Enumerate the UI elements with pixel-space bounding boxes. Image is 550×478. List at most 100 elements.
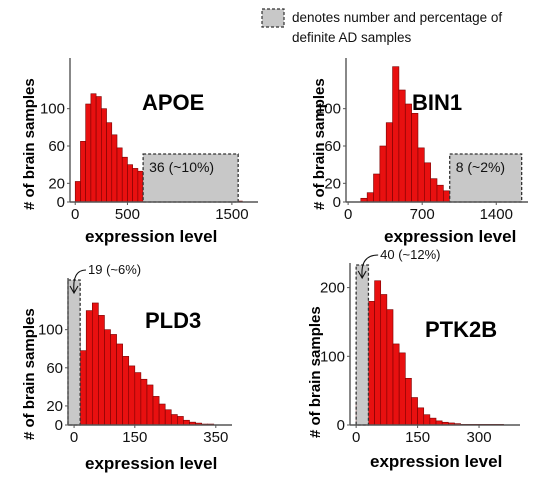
pld3-x-tick-label: 0 [70, 429, 78, 446]
ptk2b-y-tick-label: 100 [320, 348, 345, 365]
apoe-bar [137, 170, 144, 203]
apoe-bar [111, 134, 118, 203]
ptk2b-annotation-label: 40 (~12%) [380, 247, 440, 262]
pld3-bar [128, 365, 136, 426]
pld3-bar [104, 329, 111, 426]
bin1-x-tick-label: 0 [344, 206, 352, 223]
ptk2b-bar [386, 309, 394, 426]
bin1-ylabel: # of brain samples [311, 78, 328, 210]
apoe-x-tick-label: 0 [71, 206, 79, 223]
apoe-x-tick-label: 500 [115, 206, 140, 223]
ptk2b-bars [355, 280, 504, 426]
bin1-xlabel: expression level [384, 227, 516, 246]
bin1-x-tick-label: 700 [410, 206, 435, 223]
ptk2b-annotation-arrowhead [357, 270, 367, 280]
bin1-annotation-box [449, 153, 523, 203]
pld3-x-tick-label: 350 [203, 429, 228, 446]
legend-line-1: denotes number and percentage of [292, 10, 502, 25]
bin1-annotation: 8 (~2%) [449, 153, 523, 203]
legend: denotes number and percentage of definit… [261, 8, 502, 45]
pld3-axes: 0 20 60 100 0 150 350 [38, 278, 232, 446]
pld3-annotation-arrow [73, 269, 87, 293]
pld3-title: PLD3 [145, 308, 201, 333]
apoe-ylabel: # of brain samples [21, 78, 38, 210]
bin1-bar [430, 178, 438, 203]
bin1-bar [392, 66, 400, 203]
pld3-y-tick-label: 20 [46, 398, 63, 415]
pld3-y-tick-label: 0 [55, 417, 63, 434]
bin1-bar [385, 122, 393, 203]
pld3-bar [122, 356, 130, 426]
pld3-bar [152, 396, 160, 426]
apoe-bar [127, 164, 133, 203]
bin1-y-tick-label: 20 [324, 175, 341, 192]
pld3-annotation: 19 (~6%) [67, 262, 141, 426]
bin1-bar [404, 103, 412, 203]
bin1-bar [436, 184, 444, 203]
pld3-bar [134, 372, 142, 426]
bin1-bar [424, 162, 431, 203]
ptk2b-y-tick-label: 0 [337, 417, 345, 434]
pld3-bar [116, 343, 123, 426]
ptk2b-ylabel: # of brain samples [307, 306, 324, 438]
apoe-axes: 0 20 60 100 0 500 1500 [40, 58, 258, 223]
legend-line-2: definite AD samples [292, 30, 412, 45]
ptk2b-y-tick-label: 200 [320, 280, 345, 297]
bin1-bar [443, 190, 450, 203]
apoe-x-tick-label: 1500 [215, 206, 248, 223]
apoe-y-tick-label: 20 [48, 175, 65, 192]
bin1-y-tick-label: 100 [316, 101, 341, 118]
panel-ptk2b: 40 (~12%) 0 100 200 0 150 300 PTK2B expressio… [307, 247, 520, 471]
bin1-y-tick-label: 60 [324, 138, 341, 155]
pld3-x-tick-label: 150 [122, 429, 147, 446]
apoe-annotation-box [142, 153, 239, 203]
apoe-bar [85, 103, 92, 203]
pld3-bar [140, 378, 148, 426]
ptk2b-bar [429, 417, 437, 426]
pld3-bar [110, 334, 117, 426]
ptk2b-x-tick-label: 150 [405, 429, 430, 446]
pld3-annotation-label: 19 (~6%) [88, 262, 141, 277]
pld3-annotation-arrowhead [69, 285, 79, 295]
ptk2b-bar [398, 352, 406, 426]
pld3-xlabel: expression level [85, 454, 217, 473]
apoe-bar [80, 141, 86, 203]
apoe-annotation: 36 (~10%) [142, 153, 239, 203]
pld3-bar [170, 414, 178, 426]
bin1-y-tick-label: 0 [333, 194, 341, 211]
ptk2b-annotation: 40 (~12%) [355, 247, 440, 426]
ptk2b-annotation-arrow [361, 254, 379, 278]
apoe-annotation-label: 36 (~10%) [149, 159, 214, 175]
bin1-x-tick-label: 1400 [480, 206, 513, 223]
apoe-bar [90, 93, 97, 203]
ptk2b-axes: 0 100 200 0 150 300 [320, 263, 520, 446]
apoe-y-tick-label: 100 [40, 101, 65, 118]
panel-apoe: 36 (~10%) 0 20 60 100 0 500 1500 APOE expressi… [21, 58, 258, 246]
apoe-bar [101, 108, 107, 203]
pld3-bar [158, 403, 166, 426]
bin1-bar [366, 192, 374, 203]
apoe-bar [106, 122, 113, 203]
ptk2b-bar [374, 280, 382, 426]
ptk2b-title: PTK2B [425, 317, 497, 342]
apoe-y-tick-label: 0 [57, 194, 65, 211]
ptk2b-bar [405, 377, 412, 426]
apoe-bar [121, 156, 128, 203]
bin1-bar [417, 147, 425, 203]
ptk2b-bar [417, 407, 425, 426]
pld3-bar [79, 350, 87, 426]
pld3-annotation-box [67, 279, 81, 426]
bin1-bar [373, 173, 381, 203]
ptk2b-x-tick-label: 300 [467, 429, 492, 446]
bin1-bar [379, 145, 387, 203]
ptk2b-bar [392, 343, 400, 426]
pld3-bar [164, 409, 172, 426]
panel-pld3: 19 (~6%) 0 20 60 100 0 150 350 PLD3 expression… [21, 262, 232, 473]
pld3-bar [91, 302, 99, 426]
apoe-bar [95, 96, 102, 203]
pld3-bar [85, 310, 93, 426]
apoe-y-tick-label: 60 [48, 138, 65, 155]
apoe-title: APOE [142, 90, 204, 115]
apoe-bar [132, 168, 139, 203]
